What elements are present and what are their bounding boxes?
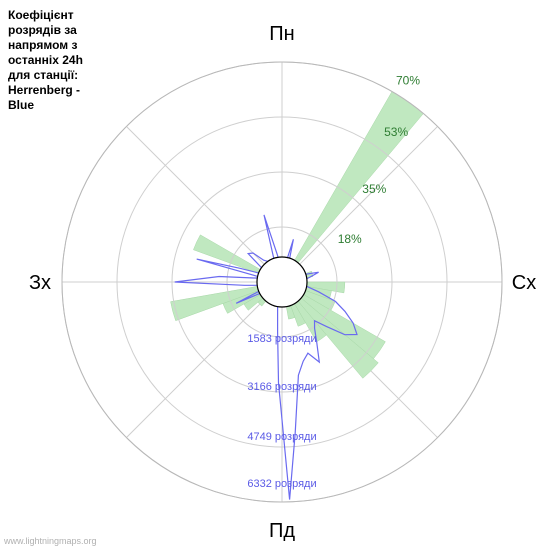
cardinal-label: Пд <box>269 520 295 542</box>
credit-text: www.lightningmaps.org <box>4 536 97 546</box>
discharge-label: 6332 розряди <box>247 478 316 490</box>
ratio-label: 70% <box>396 74 420 88</box>
discharge-label: 4749 розряди <box>247 431 316 443</box>
discharge-label: 3166 розряди <box>247 381 316 393</box>
ratio-label: 35% <box>362 182 386 196</box>
cardinal-label: Пн <box>269 23 294 45</box>
ratio-label: 53% <box>384 125 408 139</box>
center-hub <box>257 257 307 307</box>
discharge-label: 1583 розряди <box>247 333 316 345</box>
cardinal-label: Зх <box>29 272 51 294</box>
ratio-sector <box>282 91 423 282</box>
polar-chart: 70% 53% 35% 18% 1583 розряди 3166 розряди 4749… <box>0 0 550 550</box>
grid-spoke <box>126 300 264 438</box>
ratio-label: 18% <box>338 232 362 246</box>
cardinal-label: Сх <box>512 272 536 294</box>
grid-spoke <box>126 126 264 264</box>
